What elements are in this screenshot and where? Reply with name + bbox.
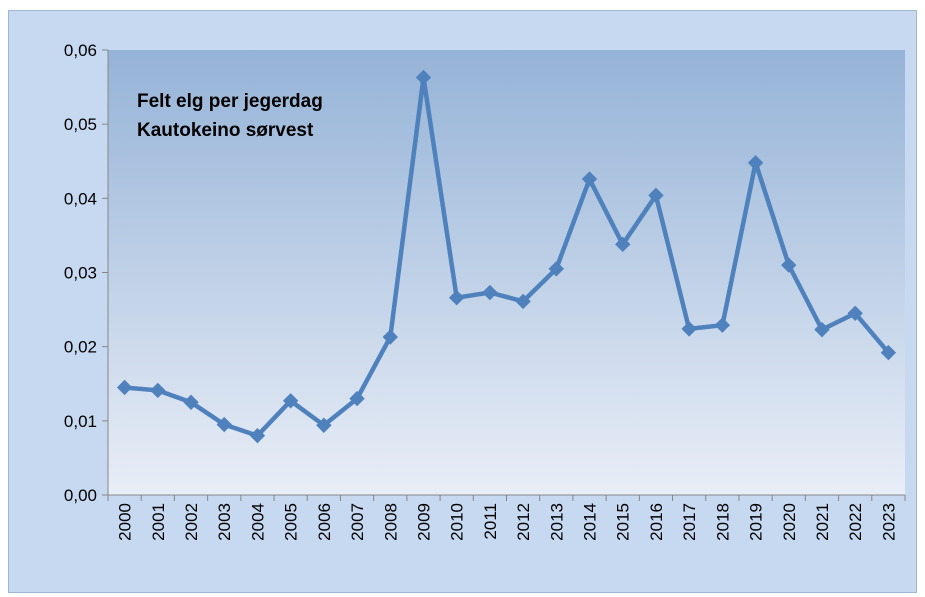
x-tick-label: 2023 [879,503,898,541]
x-tick-label: 2009 [414,503,433,541]
line-chart: 0,00 0,01 0,02 0,03 0,04 0,05 0,06 2000 2001 2002… [64,41,906,541]
x-tick-label: 2000 [116,503,135,541]
x-tick-label: 2014 [581,503,600,541]
x-tick-label: 2001 [149,503,168,541]
x-tick-label: 2016 [647,503,666,541]
y-tick-label: 0,02 [64,338,97,357]
chart-frame: 0,00 0,01 0,02 0,03 0,04 0,05 0,06 2000 2001 2002… [8,10,917,593]
y-tick-label: 0,03 [64,264,97,283]
y-tick-label: 0,04 [64,189,97,208]
data-point-marker [681,321,697,337]
chart-title-line-2: Kautokeino sørvest [137,120,314,141]
data-point-marker [183,394,199,410]
data-point-marker [216,416,232,433]
x-tick-label: 2011 [481,503,500,540]
x-tick-label: 2019 [747,503,766,541]
data-point-marker [648,187,664,204]
x-tick-label: 2015 [614,503,633,541]
series-layer [116,69,897,444]
y-tick-label: 0,06 [64,41,97,60]
x-tick-label: 2008 [381,503,400,541]
x-tick-label: 2012 [514,503,533,541]
data-point-marker [282,393,299,409]
data-point-marker [814,321,830,338]
data-point-marker [482,284,498,301]
data-point-marker [150,382,166,399]
data-point-marker [747,155,764,171]
data-point-marker [249,427,266,444]
data-point-marker [382,329,398,345]
chart-title-line-1: Felt elg per jegerdag [137,91,323,112]
data-point-marker [316,417,332,433]
data-point-marker [615,236,631,253]
data-point-marker [880,344,897,361]
data-point-marker [415,69,432,86]
x-tick-label: 2010 [448,503,467,541]
data-point-marker [847,305,863,321]
data-point-marker [781,257,797,273]
y-tick-label: 0,05 [64,115,97,134]
x-tick-label: 2006 [315,503,334,541]
plot-area [108,50,905,495]
data-point-marker [116,379,133,396]
data-point-marker [548,261,565,277]
x-tick-label: 2005 [282,503,301,541]
data-point-marker [581,171,598,187]
x-tick-label: 2002 [182,503,201,541]
x-tick-label: 2017 [680,503,699,541]
data-point-marker [448,290,465,306]
chart-title: Felt elg per jegerdag Kautokeino sørvest [137,91,323,141]
y-tick-label: 0,01 [64,412,97,431]
data-point-marker [515,293,531,310]
x-tick-label: 2020 [780,503,799,541]
x-tick-label: 2003 [215,503,234,541]
y-tick-label: 0,00 [64,486,97,505]
x-tick-label: 2013 [547,503,566,541]
data-point-marker [714,317,731,333]
data-point-marker [349,390,365,407]
axes: 0,00 0,01 0,02 0,03 0,04 0,05 0,06 2000 2001 2002… [64,41,906,541]
x-tick-label: 2007 [348,503,367,541]
x-tick-label: 2018 [713,503,732,541]
x-tick-label: 2022 [846,503,865,541]
x-tick-label: 2021 [813,503,832,541]
x-tick-label: 2004 [248,503,267,541]
